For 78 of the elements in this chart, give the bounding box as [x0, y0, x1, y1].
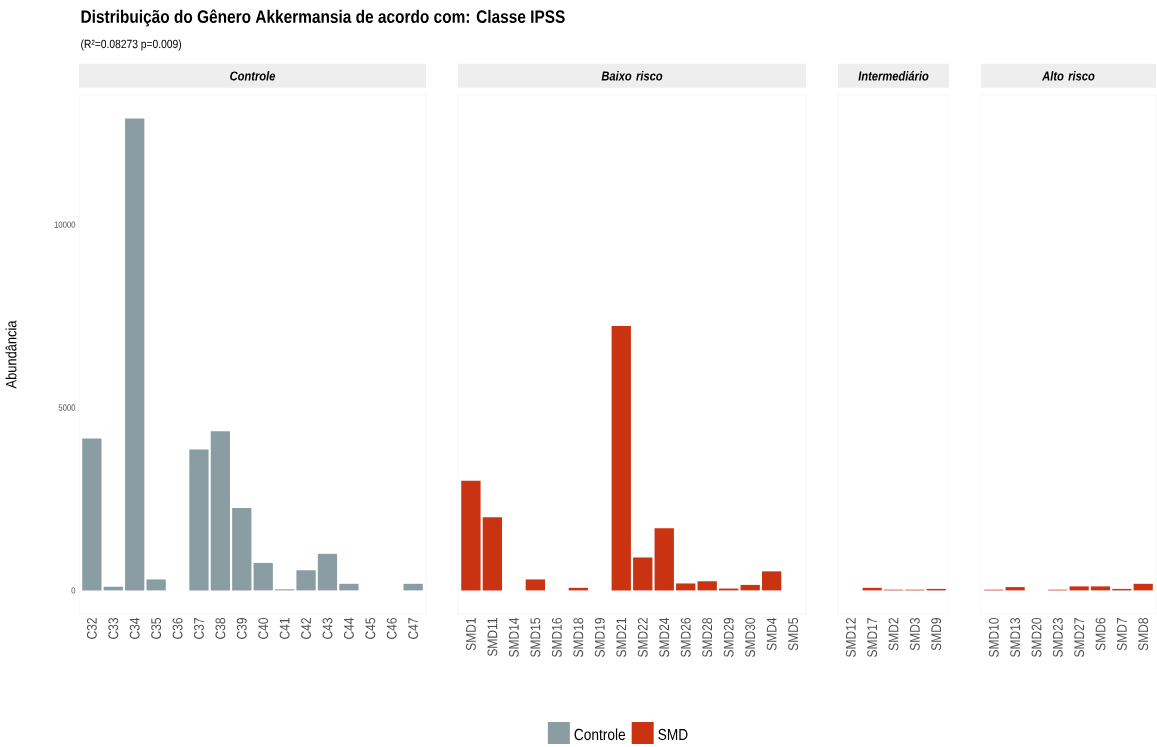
- x-tick-label: SMD4: [766, 617, 777, 651]
- x-tick-label: SMD26: [680, 618, 691, 657]
- x-tick-label: SMD20: [1031, 617, 1042, 657]
- x-tick-label: SMD22: [637, 618, 648, 657]
- x-tick-label: SMD23: [1052, 618, 1063, 657]
- chart-title: Intermediário: [858, 70, 929, 81]
- x-tick-label: SMD29: [723, 618, 734, 657]
- chart-title: Baixo risco: [601, 71, 663, 81]
- y-tick-label: 10000: [54, 221, 76, 228]
- bar: [296, 570, 316, 591]
- bar: [146, 579, 166, 591]
- x-tick-label: SMD16: [551, 618, 562, 657]
- text: Distribuição do Gênero Akkermansia de acordo com: Classe IPSS: [81, 9, 565, 27]
- x-tick-label: SMD1: [465, 618, 476, 651]
- bar: [189, 449, 209, 591]
- x-tick-label: C38: [215, 618, 226, 639]
- x-tick-label: C34: [129, 617, 140, 639]
- x-tick-label: C42: [301, 618, 311, 639]
- bar: [339, 583, 359, 591]
- bar: [740, 584, 760, 591]
- bar: [654, 528, 674, 591]
- bar: [611, 325, 631, 591]
- x-tick-label: C45: [365, 618, 376, 639]
- x-tick-label: SMD17: [867, 618, 878, 657]
- x-tick-label: SMD19: [594, 618, 605, 657]
- bar: [676, 583, 696, 591]
- bar: [232, 508, 252, 591]
- x-tick-label: C46: [386, 618, 397, 639]
- bar: [633, 557, 653, 591]
- x-tick-label: SMD10: [988, 617, 999, 657]
- x-tick-label: C47: [408, 618, 419, 639]
- bar: [210, 431, 231, 591]
- x-tick-label: SMD9: [931, 618, 942, 651]
- x-tick-label: SMD8: [1138, 618, 1149, 651]
- x-tick-label: SMD24: [659, 617, 670, 657]
- x-tick-label: C35: [151, 618, 162, 639]
- y-tick-label: 5000: [58, 404, 76, 411]
- x-tick-label: C40: [258, 617, 269, 639]
- bar: [461, 480, 481, 591]
- x-tick-label: C33: [108, 618, 119, 639]
- x-tick-label: SMD7: [1116, 618, 1127, 651]
- x-tick-label: C37: [194, 618, 204, 639]
- x-tick-label: C43: [322, 618, 333, 639]
- bar: [403, 583, 423, 591]
- x-tick-label: C39: [236, 618, 247, 639]
- x-tick-label: C36: [172, 618, 183, 639]
- x-tick-label: C32: [86, 618, 97, 639]
- chart-title: Alto risco: [1041, 71, 1095, 81]
- x-tick-label: SMD13: [1010, 618, 1021, 657]
- bar: [82, 438, 102, 591]
- bar: [253, 562, 273, 591]
- bar: [697, 581, 717, 591]
- x-tick-label: C44: [343, 617, 354, 639]
- x-tick-label: SMD11: [487, 618, 498, 657]
- legend-label: SMD: [658, 728, 688, 741]
- y-tick-label: 0: [71, 587, 76, 594]
- x-tick-label: SMD6: [1095, 618, 1106, 651]
- x-tick-label: SMD30: [745, 617, 756, 657]
- x-tick-label: SMD21: [616, 618, 627, 657]
- chart-title: Controle: [230, 71, 276, 81]
- x-tick-label: SMD15: [530, 618, 541, 657]
- x-tick-label: SMD3: [909, 618, 920, 651]
- x-tick-label: SMD14: [508, 617, 519, 657]
- text: (R²=0.08273 p=0.009): [81, 39, 182, 51]
- bar: [125, 118, 145, 591]
- bar: [482, 517, 503, 591]
- x-tick-label: SMD12: [845, 618, 856, 657]
- bar: [525, 579, 546, 591]
- x-tick-label: SMD18: [573, 618, 584, 657]
- y-axis-title: Abundância: [5, 320, 17, 389]
- legend-label: Controle: [574, 728, 626, 741]
- bar: [761, 571, 782, 591]
- x-tick-label: SMD5: [788, 618, 799, 651]
- x-tick-label: C41: [279, 618, 290, 639]
- x-tick-label: SMD2: [888, 618, 899, 651]
- bar: [317, 553, 338, 591]
- x-tick-label: SMD27: [1074, 618, 1085, 657]
- x-tick-label: SMD28: [702, 618, 713, 657]
